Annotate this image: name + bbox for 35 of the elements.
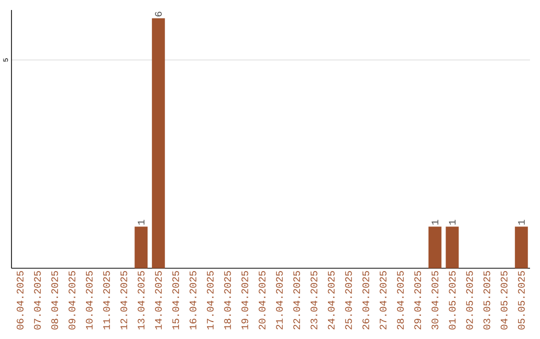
x-tick-label: 21.04.2025 — [276, 271, 283, 330]
x-tick-label: 24.04.2025 — [328, 271, 335, 330]
x-tick-label: 12.04.2025 — [120, 271, 128, 330]
x-tick-label: 29.04.2025 — [414, 271, 422, 330]
x-tick-label: 01.05.2025 — [448, 271, 456, 330]
x-tick-label: 23.04.2025 — [310, 271, 318, 330]
data-label: 1 — [432, 220, 438, 225]
x-tick-label: 28.04.2025 — [397, 271, 404, 330]
x-tick-label: 15.04.2025 — [172, 271, 180, 330]
x-tick-label: 16.04.2025 — [190, 271, 196, 330]
x-tick-label: 04.05.2025 — [500, 271, 508, 330]
x-tick-label: 09.04.2025 — [68, 271, 76, 330]
x-tick-label: 08.04.2025 — [51, 271, 58, 330]
x-tick-label: 30.04.2025 — [432, 271, 438, 330]
x-tick-label: 03.05.2025 — [483, 271, 490, 330]
x-tick-label: 05.05.2025 — [518, 271, 525, 330]
x-tick-label: 02.05.2025 — [466, 271, 473, 330]
x-tick-label: 20.04.2025 — [258, 271, 266, 330]
data-label: 1 — [448, 220, 456, 225]
data-label: 6 — [155, 12, 162, 16]
x-tick-label: 17.04.2025 — [206, 271, 214, 330]
x-tick-label: 27.04.2025 — [380, 271, 386, 330]
x-tick-label: 19.04.2025 — [241, 271, 248, 330]
x-tick-label: 14.04.2025 — [155, 271, 162, 330]
data-label: 1 — [138, 220, 144, 225]
x-tick-label: 22.04.2025 — [293, 271, 300, 330]
x-tick-label: 26.04.2025 — [362, 271, 370, 330]
data-label: 1 — [518, 220, 525, 225]
x-tick-label: 10.04.2025 — [86, 271, 93, 330]
x-tick-label: 07.04.2025 — [34, 271, 41, 330]
x-tick-label: 18.04.2025 — [224, 271, 231, 330]
x-tick-label: 25.04.2025 — [345, 271, 352, 330]
x-tick-label: 13.04.2025 — [138, 271, 144, 330]
x-tick-label: 11.04.2025 — [103, 271, 110, 330]
x-tick-label: 06.04.2025 — [16, 271, 24, 330]
